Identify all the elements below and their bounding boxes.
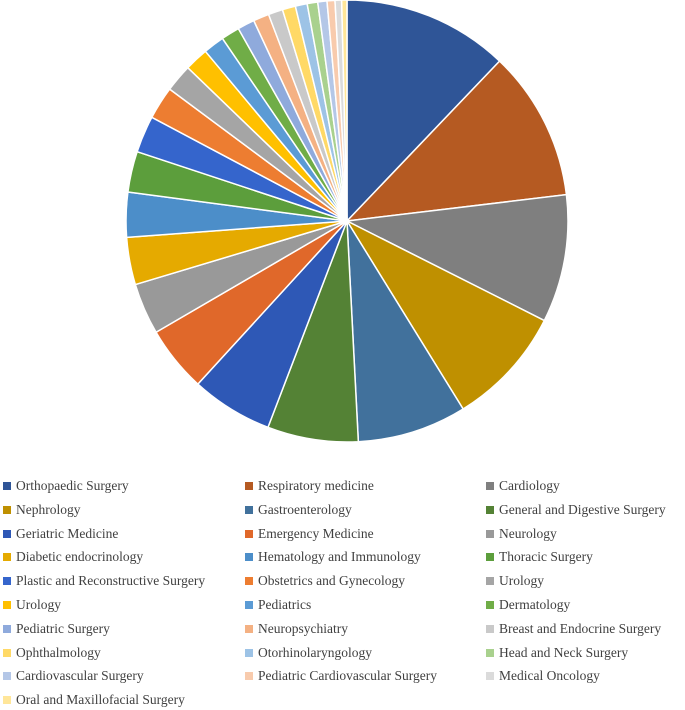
- legend-label: General and Digestive Surgery: [499, 502, 666, 517]
- legend-item: Respiratory medicine: [245, 476, 374, 496]
- legend-swatch: [245, 553, 253, 561]
- legend-label: Neurology: [499, 526, 557, 541]
- legend-swatch: [486, 601, 494, 609]
- legend-label: Oral and Maxillofacial Surgery: [16, 692, 185, 707]
- legend-label: Urology: [16, 597, 61, 612]
- legend-item: Pediatric Surgery: [3, 619, 110, 639]
- legend-item: Medical Oncology: [486, 666, 600, 686]
- legend-label: Respiratory medicine: [258, 478, 374, 493]
- legend-label: Pediatrics: [258, 597, 312, 612]
- pie-slice-3: [346, 193, 569, 322]
- pie-slice-2: [346, 60, 568, 222]
- legend-swatch: [245, 482, 253, 490]
- legend-swatch: [486, 506, 494, 514]
- legend-label: Geriatric Medicine: [16, 526, 119, 541]
- legend-item: Emergency Medicine: [245, 524, 374, 544]
- legend-item: Urology: [3, 595, 61, 615]
- legend-swatch: [3, 553, 11, 561]
- legend-label: Diabetic endocrinology: [16, 549, 144, 564]
- legend-item: Gastroenterology: [245, 500, 352, 520]
- legend-label: Cardiology: [499, 478, 560, 493]
- legend-item: Hematology and Immunology: [245, 547, 421, 567]
- legend-label: Pediatric Surgery: [16, 621, 110, 636]
- pie-slice-5: [346, 220, 464, 443]
- legend-label: Nephrology: [16, 502, 81, 517]
- legend-swatch: [3, 625, 11, 633]
- legend-swatch: [3, 482, 11, 490]
- legend-swatch: [245, 530, 253, 538]
- legend-item: Otorhinolaryngology: [245, 643, 372, 663]
- legend-swatch: [486, 553, 494, 561]
- legend-swatch: [3, 577, 11, 585]
- legend-item: Cardiovascular Surgery: [3, 666, 144, 686]
- pie-chart: [125, 0, 569, 443]
- legend-swatch: [3, 649, 11, 657]
- legend-item: Obstetrics and Gynecology: [245, 571, 405, 591]
- legend-item: Urology: [486, 571, 544, 591]
- legend-label: Head and Neck Surgery: [499, 645, 629, 660]
- legend-item: Head and Neck Surgery: [486, 643, 628, 663]
- legend-item: Nephrology: [3, 500, 81, 520]
- pie-slice-1: [346, 0, 501, 222]
- pie-slice-28: [340, 0, 348, 222]
- legend-swatch: [3, 601, 11, 609]
- legend-label: Emergency Medicine: [258, 526, 374, 541]
- legend-item: Pediatrics: [245, 595, 311, 615]
- legend-swatch: [486, 530, 494, 538]
- legend-label: Ophthalmology: [16, 645, 101, 660]
- legend-item: Diabetic endocrinology: [3, 547, 143, 567]
- legend-swatch: [3, 696, 11, 704]
- legend-swatch: [486, 649, 494, 657]
- legend-label: Hematology and Immunology: [258, 549, 421, 564]
- legend-item: Thoracic Surgery: [486, 547, 593, 567]
- legend-label: Orthopaedic Surgery: [16, 478, 129, 493]
- legend-item: Geriatric Medicine: [3, 524, 118, 544]
- legend-item: General and Digestive Surgery: [486, 500, 666, 520]
- legend-swatch: [245, 672, 253, 680]
- legend-swatch: [3, 530, 11, 538]
- legend-label: Gastroenterology: [258, 502, 352, 517]
- legend-label: Medical Oncology: [499, 668, 600, 683]
- legend-swatch: [486, 482, 494, 490]
- legend-swatch: [3, 506, 11, 514]
- legend-label: Obstetrics and Gynecology: [258, 573, 405, 588]
- legend-label: Plastic and Reconstructive Surgery: [16, 573, 206, 588]
- legend-swatch: [3, 672, 11, 680]
- legend-label: Pediatric Cardiovascular Surgery: [258, 668, 437, 683]
- legend-label: Cardiovascular Surgery: [16, 668, 144, 683]
- legend-item: Oral and Maxillofacial Surgery: [3, 690, 185, 710]
- legend-item: Cardiology: [486, 476, 560, 496]
- legend-item: Ophthalmology: [3, 643, 101, 663]
- legend-item: Plastic and Reconstructive Surgery: [3, 571, 205, 591]
- legend-swatch: [245, 601, 253, 609]
- legend-label: Breast and Endocrine Surgery: [499, 621, 662, 636]
- legend-swatch: [486, 577, 494, 585]
- legend-swatch: [245, 625, 253, 633]
- legend-label: Dermatology: [499, 597, 571, 612]
- legend-swatch: [486, 625, 494, 633]
- legend-swatch: [486, 672, 494, 680]
- legend-item: Neuropsychiatry: [245, 619, 348, 639]
- pie-slice-4: [346, 220, 546, 410]
- legend-swatch: [245, 577, 253, 585]
- legend-item: Breast and Endocrine Surgery: [486, 619, 661, 639]
- legend-item: Dermatology: [486, 595, 570, 615]
- legend-label: Urology: [499, 573, 544, 588]
- legend-label: Neuropsychiatry: [258, 621, 348, 636]
- legend-item: Orthopaedic Surgery: [3, 476, 129, 496]
- legend-label: Thoracic Surgery: [499, 549, 593, 564]
- legend-label: Otorhinolaryngology: [258, 645, 372, 660]
- legend-swatch: [245, 506, 253, 514]
- legend-swatch: [245, 649, 253, 657]
- legend-item: Neurology: [486, 524, 557, 544]
- legend-item: Pediatric Cardiovascular Surgery: [245, 666, 437, 686]
